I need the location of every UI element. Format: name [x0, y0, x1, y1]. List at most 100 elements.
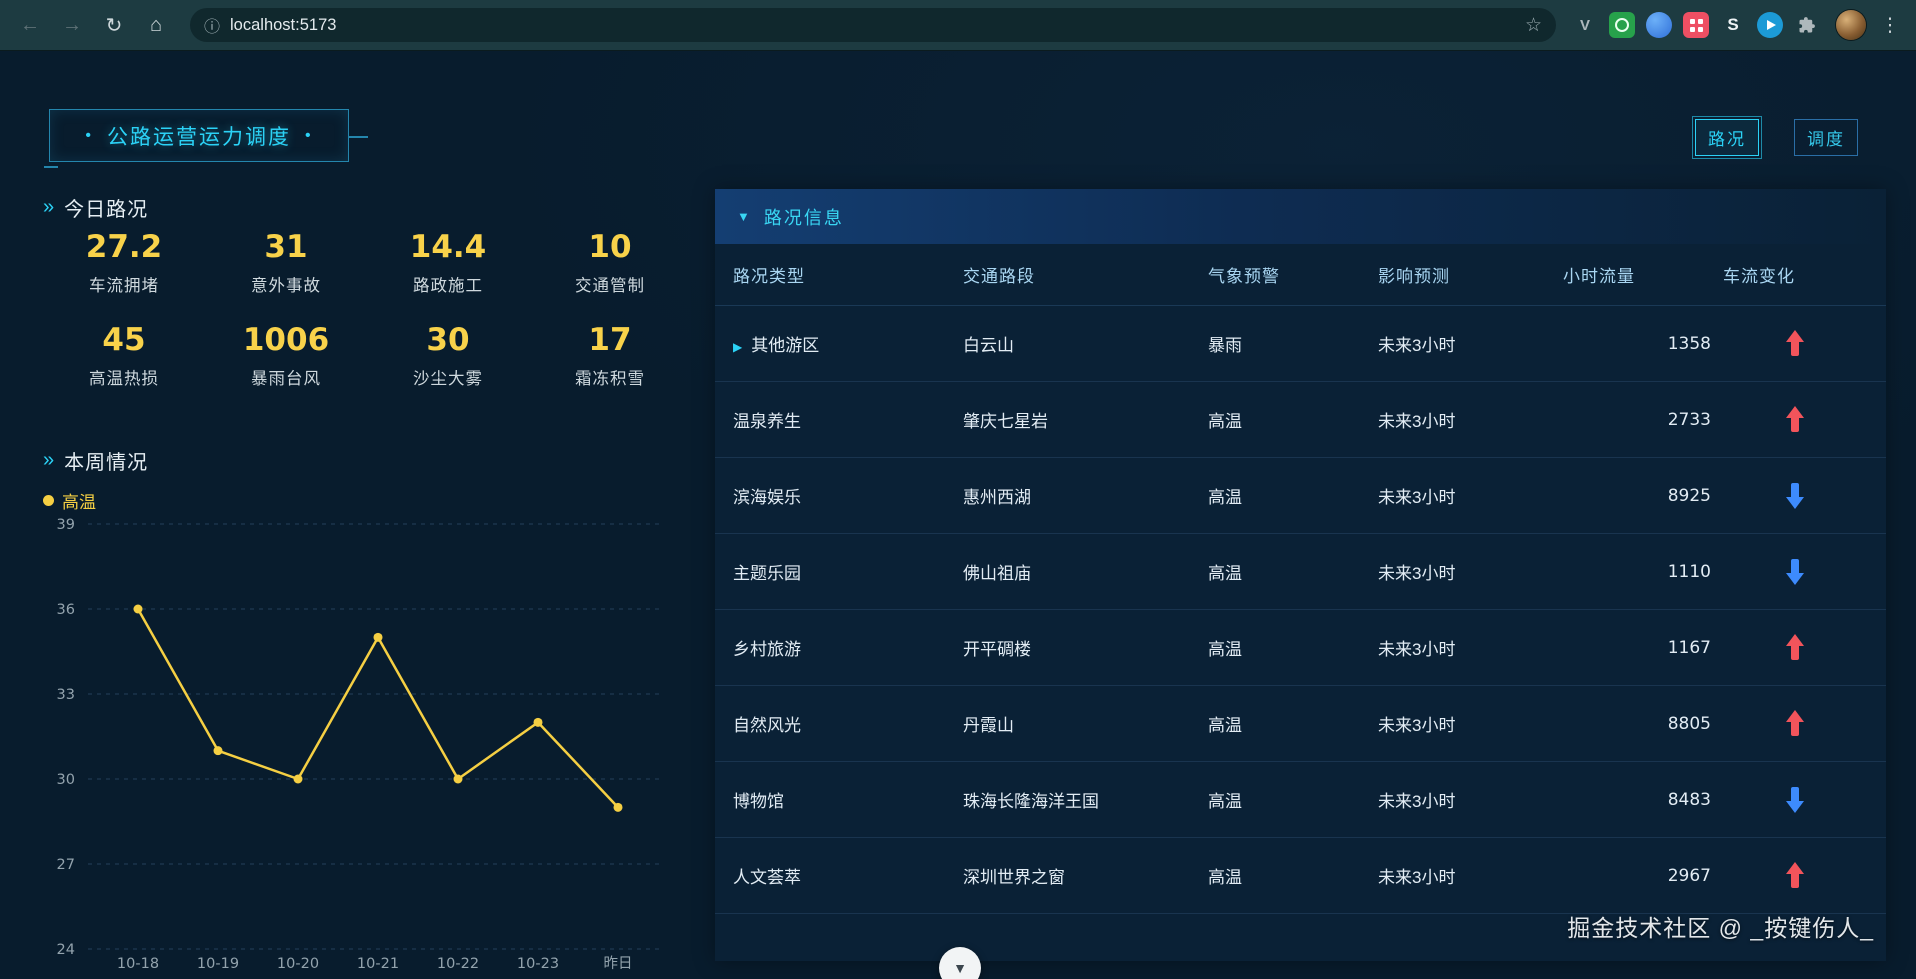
extension-green-icon[interactable]	[1609, 12, 1635, 38]
stat-value: 27.2	[85, 229, 163, 265]
data-point	[453, 774, 463, 784]
x-axis-label: 昨日	[604, 955, 633, 972]
scroll-down-button[interactable]: ▼	[939, 947, 981, 979]
extension-blue-round-icon[interactable]	[1757, 12, 1783, 38]
extensions-puzzle-icon[interactable]	[1794, 12, 1820, 38]
trend-down-arrow	[1785, 558, 1804, 585]
double-chevron-icon: »	[43, 449, 56, 471]
hourly-flow-value: 1167	[1667, 637, 1711, 658]
impact-forecast-value: 未来3小时	[1378, 412, 1456, 431]
stat-storm-typhoon: 1006 暴雨台风	[205, 322, 367, 389]
y-axis-label: 30	[57, 772, 75, 788]
week-section-heading: » 本周情况	[43, 446, 148, 475]
hourly-flow-value: 8483	[1667, 789, 1711, 810]
weather-warning-value: 高温	[1208, 716, 1242, 735]
stat-value: 14.4	[409, 229, 487, 265]
browser-menu-icon[interactable]: ⋮	[1880, 14, 1900, 36]
browser-toolbar: ← → ↻ ⌂ ⓘ localhost:5173 ☆ V S ⋮	[0, 0, 1916, 51]
trend-up-arrow	[1785, 330, 1804, 357]
expand-arrow-icon[interactable]: ▶	[733, 340, 743, 354]
col-impact-forecast: 影响预测	[1378, 267, 1450, 286]
stat-label: 意外事故	[251, 277, 321, 295]
impact-forecast-value: 未来3小时	[1378, 640, 1456, 659]
dashboard-page: • 公路运营运力调度 • 路况 调度 » 今日路况 27.2 车流拥堵 31 意…	[0, 51, 1916, 979]
double-chevron-icon: »	[43, 196, 56, 218]
table-row[interactable]: ▶乡村旅游 开平碉楼 高温 未来3小时 1167	[715, 610, 1886, 686]
y-axis-label: 33	[57, 687, 75, 703]
weather-warning-value: 高温	[1208, 412, 1242, 431]
mode-switcher: 路况 调度	[1692, 116, 1858, 159]
road-segment-value: 丹霞山	[963, 716, 1014, 735]
road-segment-value: 珠海长隆海洋王国	[963, 792, 1099, 811]
week-heading-label: 本周情况	[64, 452, 149, 474]
title-dot-left: •	[85, 126, 93, 144]
site-info-icon[interactable]: ⓘ	[204, 19, 221, 36]
x-axis-label: 10-18	[117, 956, 159, 972]
table-row[interactable]: ▶温泉养生 肇庆七星岩 高温 未来3小时 2733	[715, 382, 1886, 458]
page-title-box: • 公路运营运力调度 •	[44, 109, 368, 168]
table-header-row: 路况类型 交通路段 气象预警 影响预测 小时流量 车流变化	[715, 244, 1886, 306]
stat-traffic-control: 10 交通管制	[529, 229, 691, 296]
title-dot-right: •	[305, 126, 313, 144]
y-axis-label: 24	[57, 942, 75, 958]
x-axis-label: 10-21	[357, 956, 399, 972]
table-row[interactable]: ▶人文荟萃 深圳世界之窗 高温 未来3小时 2967	[715, 838, 1886, 914]
bookmark-star-icon[interactable]: ☆	[1524, 14, 1542, 36]
road-type-value: 乡村旅游	[733, 640, 801, 659]
road-type-value: 自然风光	[733, 716, 801, 735]
week-chart-container: 24 27 30 33 36 39 10-18 10-19 10-20 10-21 10-22 10-…	[43, 506, 688, 976]
road-segment-value: 白云山	[963, 336, 1014, 355]
tab-traffic[interactable]: 路况	[1692, 116, 1762, 159]
weather-warning-value: 高温	[1208, 868, 1242, 887]
table-row[interactable]: ▶博物馆 珠海长隆海洋王国 高温 未来3小时 8483	[715, 762, 1886, 838]
trend-down-arrow	[1785, 482, 1804, 509]
y-axis-label: 27	[57, 857, 75, 873]
back-icon[interactable]: ←	[20, 13, 40, 36]
table-row[interactable]: ▶滨海娱乐 惠州西湖 高温 未来3小时 8925	[715, 458, 1886, 534]
refresh-icon[interactable]: ↻	[105, 14, 123, 37]
table-row[interactable]: ▶自然风光 丹霞山 高温 未来3小时 8805	[715, 686, 1886, 762]
tab-dispatch[interactable]: 调度	[1794, 119, 1858, 156]
data-point	[213, 746, 223, 756]
extension-red-grid-icon[interactable]	[1683, 12, 1709, 38]
stat-road-construction: 14.4 路政施工	[367, 229, 529, 296]
extension-v-icon[interactable]: V	[1579, 16, 1590, 34]
y-axis-label: 39	[57, 517, 75, 533]
stat-value: 45	[102, 322, 146, 358]
weather-warning-value: 高温	[1208, 564, 1242, 583]
hourly-flow-value: 1110	[1667, 561, 1711, 582]
forward-icon[interactable]: →	[62, 13, 82, 36]
stat-label: 路政施工	[413, 277, 483, 295]
stat-value: 17	[588, 322, 632, 358]
trend-up-arrow	[1785, 862, 1804, 889]
address-bar[interactable]: ⓘ localhost:5173 ☆	[190, 8, 1556, 42]
weather-warning-value: 暴雨	[1208, 336, 1242, 355]
weather-warning-value: 高温	[1208, 792, 1242, 811]
profile-avatar[interactable]	[1836, 10, 1866, 40]
hourly-flow-value: 1358	[1667, 333, 1711, 354]
stat-value: 1006	[242, 322, 330, 358]
trend-down-arrow	[1785, 786, 1804, 813]
today-section-heading: » 今日路况	[43, 193, 148, 222]
x-axis-label: 10-20	[277, 956, 319, 972]
trend-up-arrow	[1785, 710, 1804, 737]
impact-forecast-value: 未来3小时	[1378, 488, 1456, 507]
extension-s-icon[interactable]: S	[1727, 15, 1739, 34]
road-segment-value: 肇庆七星岩	[963, 412, 1048, 431]
home-icon[interactable]: ⌂	[149, 13, 163, 36]
title-deco-line	[349, 135, 368, 138]
table-row[interactable]: ▶ 其他游区 白云山 暴雨 未来3小时 1358	[715, 306, 1886, 382]
data-point	[533, 717, 543, 727]
extension-blue-icon[interactable]	[1646, 12, 1672, 38]
traffic-info-panel: ▼ 路况信息 路况类型 交通路段 气象预警 影响预测 小时流量 车流变化 ▶ 其他…	[715, 189, 1886, 961]
panel-header[interactable]: ▼ 路况信息	[715, 189, 1886, 244]
table-row[interactable]: ▶主题乐园 佛山祖庙 高温 未来3小时 1110	[715, 534, 1886, 610]
road-segment-value: 佛山祖庙	[963, 564, 1031, 583]
traffic-table-body: ▶ 其他游区 白云山 暴雨 未来3小时 1358 ▶温泉养生 肇庆七星岩 高温 未…	[715, 306, 1886, 914]
chart-legend[interactable]: 高温	[43, 488, 96, 513]
legend-dot-icon	[43, 495, 54, 506]
url-text[interactable]: localhost:5173	[230, 15, 337, 34]
stat-heat-damage: 45 高温热损	[43, 322, 205, 389]
col-weather-warning: 气象预警	[1208, 267, 1280, 286]
stat-traffic-jam: 27.2 车流拥堵	[43, 229, 205, 296]
